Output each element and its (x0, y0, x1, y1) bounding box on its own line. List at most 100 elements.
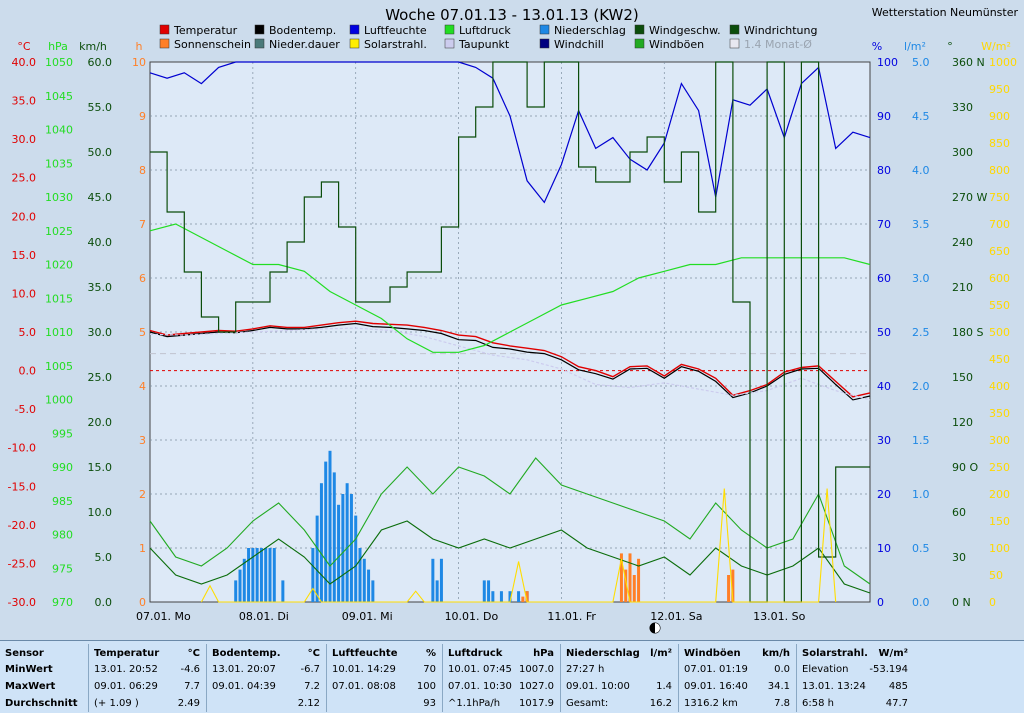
winddir-axis-tick: 330 (952, 101, 973, 114)
sunshine-bar (619, 553, 623, 602)
stat-cell-value: -4.6 (180, 664, 200, 675)
legend-label: Solarstrahl. (364, 38, 427, 51)
rain-bar (341, 494, 345, 602)
hours-axis-tick: 3 (139, 434, 146, 447)
rain-bar (487, 580, 491, 602)
stat-column: Niederschlag l/m² 27:27 h 09.01. 10:00 1.4 Ge… (560, 644, 677, 712)
temp-axis-tick: 0.0 (19, 365, 37, 378)
chart-title: Woche 07.01.13 - 13.01.13 (KW2) (385, 6, 639, 24)
stat-cell-value: -53.194 (869, 664, 908, 675)
winddir-axis-tick: 180 S (952, 326, 983, 339)
stat-row: MaxWert (3, 679, 83, 695)
temp-axis-tick: -30.0 (8, 596, 36, 609)
winddir-axis-tick: 270 W (952, 191, 987, 204)
rain-bar (499, 591, 503, 602)
rain-bar (435, 580, 439, 602)
legend-swatch (444, 38, 455, 49)
pressure-axis-tick: 1000 (45, 394, 73, 407)
sunshine-bar (628, 553, 632, 602)
rain-bar (238, 569, 242, 602)
station-name: Wetterstation Neumünster (872, 6, 1019, 19)
temp-axis-tick: 20.0 (12, 210, 37, 223)
stat-row: MinWert (3, 662, 83, 678)
day-label: 07.01. Mo (136, 610, 191, 623)
stat-cell-value: 0.0 (774, 664, 790, 675)
temp-axis-tick: 25.0 (12, 172, 37, 185)
sunshine-bar (637, 558, 641, 602)
solar-axis-tick: 450 (989, 353, 1010, 366)
rain-axis-tick: 2.0 (912, 380, 930, 393)
rain-bar (367, 569, 371, 602)
legend-label: 1.4 Monat-Ø (744, 38, 812, 51)
pressure-axis-tick: 985 (52, 495, 73, 508)
sunshine-bar (632, 575, 636, 602)
pressure-axis-tick: 995 (52, 427, 73, 440)
rain-bar (349, 494, 353, 602)
stat-cell-value: 7.7 (184, 681, 200, 692)
humidity-axis-tick: 50 (877, 326, 891, 339)
winddir-axis-tick: 0 N (952, 596, 971, 609)
pressure-axis-tick: 970 (52, 596, 73, 609)
rain-bar (268, 548, 272, 602)
stat-cell-value: 2.12 (297, 698, 320, 709)
stat-header-title: Sensor (5, 648, 44, 659)
stat-row-label: MinWert (5, 664, 53, 675)
temp-axis-tick: 15.0 (12, 249, 37, 262)
rain-bar (234, 580, 238, 602)
winddir-axis-tick: 150 (952, 371, 973, 384)
rain-bar (358, 548, 362, 602)
rain-axis-tick: 5.0 (912, 56, 930, 69)
stat-row: 07.01. 01:19 0.0 (682, 662, 792, 678)
stat-cell-value: 100 (416, 681, 436, 692)
rain-bar (439, 558, 443, 602)
pressure-axis-tick: 990 (52, 461, 73, 474)
hours-axis-tick: 6 (139, 272, 146, 285)
rain-axis-tick: 2.5 (912, 326, 930, 339)
solar-axis-tick: 800 (989, 164, 1010, 177)
solar-axis-tick: 150 (989, 515, 1010, 528)
stat-row: ^1.1hPa/h 1017.9 (446, 696, 556, 712)
humidity-axis-tick: 60 (877, 272, 891, 285)
rain-axis-tick: 1.5 (912, 434, 930, 447)
pressure-axis-tick: 1020 (45, 259, 73, 272)
temp-axis-tick: -5.0 (15, 403, 36, 416)
temp-axis-tick: -20.0 (8, 519, 36, 532)
rain-bar (319, 483, 323, 602)
rain-axis-tick: 3.0 (912, 272, 930, 285)
wind-axis-tick: 0.0 (95, 596, 113, 609)
legend-label: Bodentemp. (269, 24, 336, 37)
humidity-axis-tick: 70 (877, 218, 891, 231)
wind-axis-unit: km/h (79, 40, 107, 53)
stat-header-title: Bodentemp. (212, 648, 281, 659)
solar-axis-tick: 1000 (989, 56, 1017, 69)
pressure-axis-tick: 1005 (45, 360, 73, 373)
wind-axis-tick: 50.0 (88, 146, 113, 159)
winddir-axis-tick: 30 (952, 551, 966, 564)
stat-column: Windböen km/h 07.01. 01:19 0.0 09.01. 16:40 3… (678, 644, 795, 712)
legend-label: Nieder.dauer (269, 38, 340, 51)
wind-axis-tick: 35.0 (88, 281, 113, 294)
solar-axis-tick: 850 (989, 137, 1010, 150)
rain-bar (345, 483, 349, 602)
stat-cell-value: 7.2 (304, 681, 320, 692)
wind-axis-tick: 55.0 (88, 101, 113, 114)
day-label: 11.01. Fr (547, 610, 596, 623)
rain-bar (431, 558, 435, 602)
rain-bar (517, 591, 521, 602)
stat-row: Elevation -53.194 (800, 662, 910, 678)
rain-bar (264, 548, 268, 602)
stat-cell-time: 27:27 h (566, 664, 605, 675)
solar-axis-tick: 500 (989, 326, 1010, 339)
stat-row: 09.01. 04:39 7.2 (210, 679, 322, 695)
hours-axis-tick: 2 (139, 488, 146, 501)
sunshine-bar (521, 596, 525, 602)
solar-axis-tick: 200 (989, 488, 1010, 501)
solar-axis-tick: 250 (989, 461, 1010, 474)
stat-cell-time: 10.01. 14:29 (332, 664, 396, 675)
rain-bar (251, 548, 255, 602)
winddir-axis-tick: 300 (952, 146, 973, 159)
hours-axis-tick: 9 (139, 110, 146, 123)
stat-header-unit: hPa (533, 648, 554, 659)
stat-cell-value: 93 (423, 698, 436, 709)
stat-row: 10.01. 07:45 1007.0 (446, 662, 556, 678)
